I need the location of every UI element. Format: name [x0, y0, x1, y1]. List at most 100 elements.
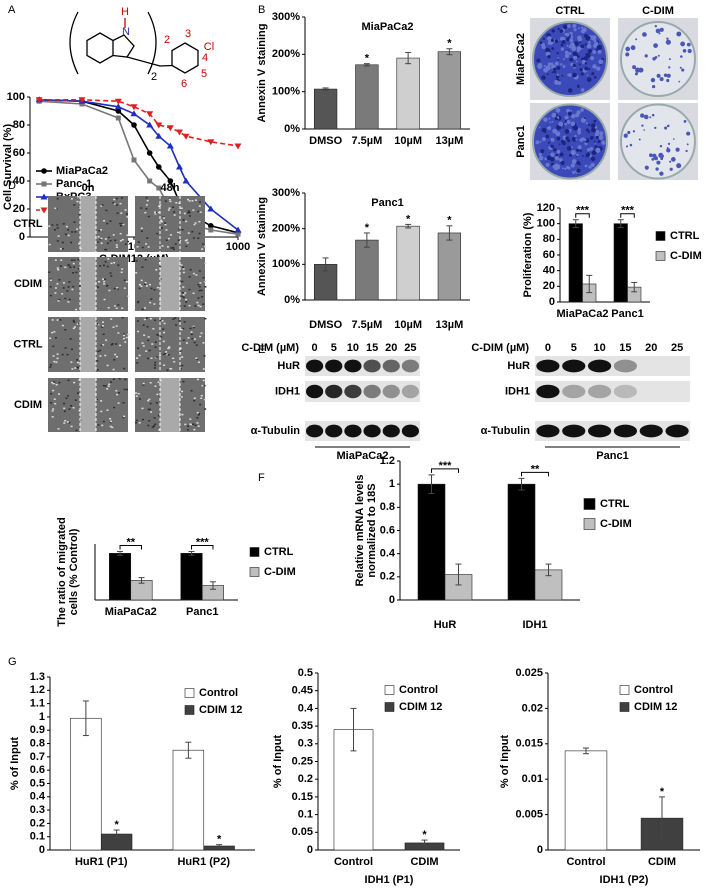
colony	[634, 72, 638, 76]
cell-texture	[127, 240, 130, 243]
marker	[207, 139, 215, 146]
cell-texture	[57, 268, 60, 271]
cell-texture	[198, 289, 201, 292]
error-bar	[428, 474, 435, 494]
cell-texture	[154, 364, 157, 366]
cell-texture	[59, 248, 62, 250]
cell-texture	[172, 246, 175, 249]
cell-texture	[136, 357, 139, 359]
cell-texture	[62, 223, 65, 225]
bar	[417, 483, 446, 601]
cell-texture	[115, 246, 118, 248]
legend-label: CDIM 12	[634, 701, 677, 713]
colony	[576, 153, 579, 157]
colony	[557, 58, 560, 61]
y-tick-label: 100%	[272, 258, 300, 270]
wound-image	[48, 317, 130, 372]
y-tick-label: 0.8	[380, 501, 395, 513]
cell-texture	[150, 298, 153, 300]
cell-texture	[58, 279, 61, 281]
cell-texture	[159, 299, 162, 301]
y-axis-label: Proliferation (%)	[522, 212, 534, 297]
significance: ***	[439, 460, 453, 472]
cell-texture	[120, 197, 123, 199]
colony	[566, 119, 571, 125]
cell-texture	[194, 222, 197, 224]
colony	[550, 137, 555, 142]
cell-texture	[107, 258, 110, 260]
colony	[570, 35, 574, 39]
colony	[569, 57, 574, 62]
x-tick-label: MiaPaCa2	[557, 308, 609, 320]
cell-texture	[153, 417, 156, 419]
bar	[355, 239, 379, 301]
cell-texture	[74, 326, 77, 328]
cell-texture	[115, 356, 118, 358]
position-label: 6	[181, 78, 187, 90]
bar	[355, 64, 379, 130]
cell-texture	[67, 301, 70, 303]
blot-band	[344, 384, 362, 399]
colony	[561, 74, 564, 77]
cell-texture	[125, 336, 128, 339]
blot-band	[363, 384, 381, 399]
cell-texture	[144, 211, 147, 214]
cell-texture	[151, 343, 154, 345]
blot-band	[587, 384, 612, 399]
colony	[667, 142, 671, 145]
cell-texture	[199, 335, 202, 338]
x-tick-label: CDIM	[648, 856, 676, 868]
cell-texture	[178, 317, 181, 320]
cell-texture	[160, 336, 163, 338]
cell-texture	[104, 385, 107, 387]
cell-texture	[191, 230, 194, 233]
colony	[585, 35, 591, 41]
cell-texture	[190, 331, 193, 333]
cell-texture	[204, 408, 207, 410]
legend-swatch	[184, 705, 195, 715]
legend-swatch	[384, 702, 395, 712]
colony	[554, 163, 559, 168]
cell-texture	[115, 325, 118, 327]
legend-marker	[41, 181, 47, 187]
colony	[584, 62, 587, 65]
blot-band	[305, 384, 324, 399]
colony	[564, 115, 569, 120]
cell-texture	[106, 285, 109, 287]
colony-plate	[618, 18, 698, 100]
cell-texture	[54, 207, 57, 210]
cell-texture	[152, 328, 155, 330]
dose-value: 5	[571, 342, 577, 354]
y-tick-label: 0.45	[292, 685, 313, 697]
cell-texture	[135, 392, 138, 394]
cell-texture	[168, 197, 171, 200]
marker	[146, 111, 154, 118]
cell-texture	[102, 344, 105, 346]
colony	[683, 119, 687, 123]
panel-letter: E	[258, 344, 265, 356]
cell-texture	[170, 247, 173, 249]
cell-texture	[185, 342, 188, 344]
colony	[542, 37, 546, 40]
cell-texture	[54, 259, 57, 261]
y-tick-label: 1	[389, 478, 395, 490]
cell-texture	[196, 411, 199, 414]
cell-texture	[142, 324, 145, 326]
cell-texture	[204, 281, 207, 283]
cell-texture	[135, 272, 138, 274]
protein-label: HuR	[277, 360, 300, 372]
cell-texture	[73, 221, 76, 223]
cell-texture	[164, 352, 167, 355]
cell-texture	[106, 242, 109, 244]
bar	[437, 232, 462, 301]
colony	[660, 157, 664, 160]
cell-texture	[162, 353, 165, 356]
protein-label: HuR	[507, 360, 530, 372]
cell-texture	[188, 200, 191, 202]
cell-texture	[154, 423, 157, 426]
colony	[553, 70, 557, 74]
cell-texture	[138, 283, 141, 286]
colony	[559, 158, 563, 162]
plate-well	[620, 21, 696, 97]
cell-texture	[102, 333, 105, 336]
